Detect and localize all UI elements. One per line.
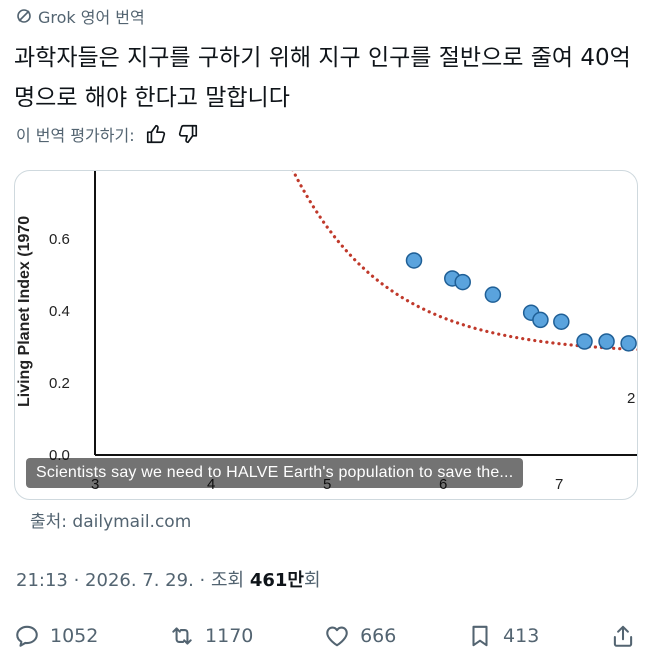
share-button[interactable] <box>610 623 636 649</box>
repost-icon <box>172 627 192 645</box>
like-count: 666 <box>360 625 397 647</box>
data-point <box>598 333 615 350</box>
rate-translation: 이 번역 평가하기: <box>16 122 199 146</box>
repost-count: 1170 <box>205 625 254 647</box>
card-source[interactable]: 출처: dailymail.com <box>30 512 192 532</box>
bookmark-button[interactable]: 413 <box>467 623 539 649</box>
translate-banner: Grok 영어 번역 <box>16 4 145 28</box>
data-point <box>532 311 549 329</box>
y-tick-label: 0.6 <box>49 231 70 248</box>
y-tick-label: 0.4 <box>49 303 70 320</box>
translate-banner-label: Grok 영어 번역 <box>38 8 145 27</box>
living-planet-chart: 0.00.20.40.634567Living Planet Index (19… <box>16 171 637 493</box>
post-text: 과학자들은 지구를 구하기 위해 지구 인구를 절반으로 줄여 40억 명으로 … <box>14 45 631 111</box>
right-edge-label: 2 <box>627 390 635 407</box>
repost-button[interactable]: 1170 <box>169 623 253 649</box>
thumbs-down-icon[interactable] <box>177 123 199 145</box>
like-button[interactable]: 666 <box>324 623 396 649</box>
reply-button[interactable]: 1052 <box>14 623 98 649</box>
x-tick-label: 7 <box>555 476 563 493</box>
data-point <box>405 252 423 269</box>
rate-translation-label: 이 번역 평가하기: <box>16 126 135 145</box>
y-tick-label: 0.2 <box>49 375 70 392</box>
share-icon <box>613 625 633 647</box>
card-caption[interactable]: Scientists say we need to HALVE Earth's … <box>26 458 524 488</box>
y-axis-label: Living Planet Index (1970 <box>16 216 33 407</box>
bookmark-icon <box>472 625 488 647</box>
action-bar: 1052 1170 666 413 <box>14 616 636 656</box>
post-meta: 21:13 · 2026. 7. 29. · 조회 461만회 <box>16 566 321 592</box>
no-translate-icon <box>17 9 31 23</box>
thumbs-up-icon[interactable] <box>145 123 167 145</box>
heart-icon <box>326 626 348 647</box>
data-point <box>484 286 502 303</box>
view-count-suffix: 회 <box>303 570 321 591</box>
data-point <box>553 313 570 330</box>
trend-line <box>291 171 637 352</box>
reply-count: 1052 <box>50 625 99 647</box>
data-point <box>454 273 471 291</box>
view-count: 461만 <box>249 570 304 591</box>
bookmark-count: 413 <box>503 625 540 647</box>
link-card[interactable]: 0.00.20.40.634567Living Planet Index (19… <box>14 170 638 500</box>
post-timestamp: 21:13 · 2026. 7. 29. · 조회 <box>16 570 250 591</box>
reply-icon <box>16 625 38 647</box>
data-point <box>620 335 637 352</box>
data-point <box>576 333 593 350</box>
